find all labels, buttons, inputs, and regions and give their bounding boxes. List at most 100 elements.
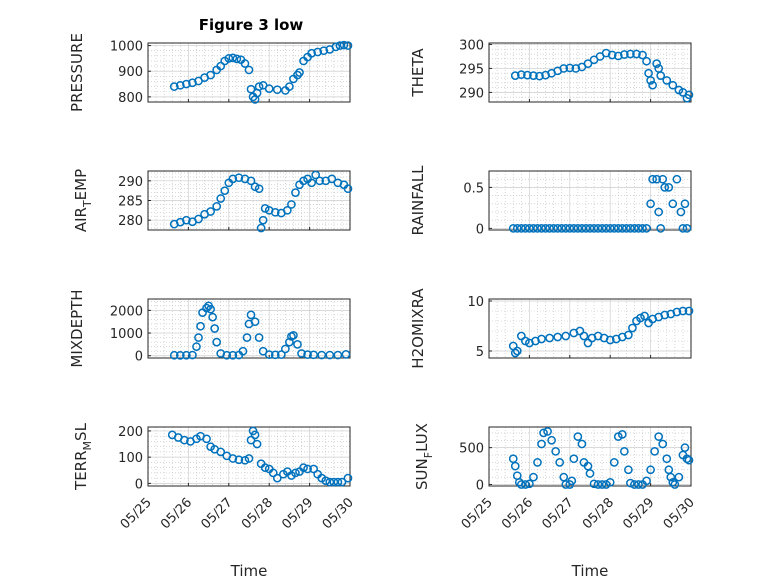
- y-label-tail: SL: [72, 422, 90, 441]
- data-point: [252, 439, 262, 449]
- data-point: [512, 224, 522, 233]
- y-axis-label: THETA: [409, 48, 427, 98]
- data-point: [609, 458, 619, 467]
- data-point: [254, 333, 264, 342]
- data-point: [565, 224, 575, 233]
- data-point: [605, 335, 615, 345]
- data-point: [329, 477, 339, 487]
- data-point: [642, 224, 651, 233]
- data-point: [648, 174, 657, 184]
- y-axis-label: H2OMIXRA: [409, 288, 427, 369]
- y-label-tail: EMP: [72, 169, 90, 200]
- data-point: [593, 224, 603, 233]
- data-point: [521, 480, 530, 489]
- data-point: [670, 480, 680, 489]
- data-point: [666, 472, 676, 482]
- data-point: [605, 477, 615, 487]
- data-point: [194, 333, 203, 342]
- data-point: [680, 443, 690, 452]
- data-point: [626, 478, 635, 488]
- data-point: [523, 70, 532, 80]
- data-point: [529, 472, 538, 482]
- data-point: [192, 342, 201, 352]
- data-point: [303, 464, 312, 474]
- data-point: [250, 430, 260, 440]
- data-point: [246, 84, 256, 94]
- data-point: [656, 224, 666, 233]
- data-point: [571, 64, 581, 73]
- data-point: [244, 65, 254, 75]
- data-point: [270, 207, 280, 217]
- data-point: [182, 79, 191, 89]
- data-point: [646, 465, 655, 475]
- data-point: [646, 199, 655, 209]
- data-point: [539, 428, 548, 438]
- data-point: [264, 350, 274, 359]
- data-point: [182, 215, 191, 225]
- data-point: [585, 224, 595, 233]
- data-point: [668, 477, 678, 487]
- data-point: [333, 350, 343, 360]
- data-point: [537, 439, 546, 449]
- data-point: [256, 223, 266, 233]
- data-point: [613, 224, 623, 233]
- y-tick-label: 0: [135, 350, 143, 365]
- data-point: [654, 207, 664, 217]
- data-point: [276, 350, 286, 359]
- y-tick-label: 0: [476, 479, 484, 494]
- data-point: [589, 479, 599, 489]
- data-point: [293, 340, 302, 349]
- y-axis-label: RAINFALL: [409, 165, 427, 236]
- data-point: [206, 304, 215, 314]
- data-point: [597, 224, 607, 233]
- data-point: [206, 207, 215, 216]
- data-point: [264, 84, 274, 94]
- data-point: [281, 344, 290, 354]
- y-tick-label: 10: [467, 295, 484, 310]
- data-point: [180, 435, 189, 445]
- data-point: [222, 350, 232, 360]
- y-tick-label: 2000: [110, 304, 143, 319]
- data-point: [652, 59, 662, 68]
- subplot-mixdepth: 0 1000 2000 MIXDEPTH: [68, 289, 351, 368]
- data-point: [242, 333, 252, 342]
- data-point: [343, 184, 353, 194]
- data-point: [228, 53, 238, 63]
- data-point: [634, 224, 643, 233]
- y-tick-label: 290: [459, 86, 484, 101]
- data-point: [642, 56, 651, 66]
- data-point: [202, 434, 211, 444]
- data-point: [244, 454, 254, 463]
- data-point: [630, 224, 639, 233]
- data-point: [561, 331, 571, 341]
- data-point: [672, 307, 682, 317]
- data-point: [510, 348, 520, 358]
- y-label-main: MIXDEPTH: [68, 289, 86, 367]
- data-point: [626, 224, 635, 233]
- data-point: [535, 71, 544, 81]
- y-tick-label: 0: [476, 222, 484, 237]
- data-point: [573, 224, 583, 233]
- data-point: [619, 446, 629, 456]
- y-tick-label: 285: [118, 195, 143, 210]
- axes-frame: [488, 170, 692, 231]
- y-tick-label: 100: [118, 451, 143, 466]
- data-point: [224, 54, 234, 63]
- data-point: [660, 310, 670, 320]
- axes-frame: [147, 426, 351, 487]
- data-point: [299, 463, 308, 472]
- data-point: [315, 176, 325, 186]
- data-point: [285, 82, 294, 91]
- data-point: [335, 41, 345, 50]
- data-point: [313, 47, 323, 57]
- data-point: [516, 70, 526, 80]
- data-point: [182, 350, 191, 360]
- data-point: [658, 174, 668, 184]
- data-point: [682, 224, 692, 233]
- data-point: [664, 183, 674, 192]
- data-point: [573, 432, 583, 441]
- axes-frame: [147, 42, 351, 103]
- data-point: [175, 80, 185, 90]
- data-point: [510, 461, 520, 471]
